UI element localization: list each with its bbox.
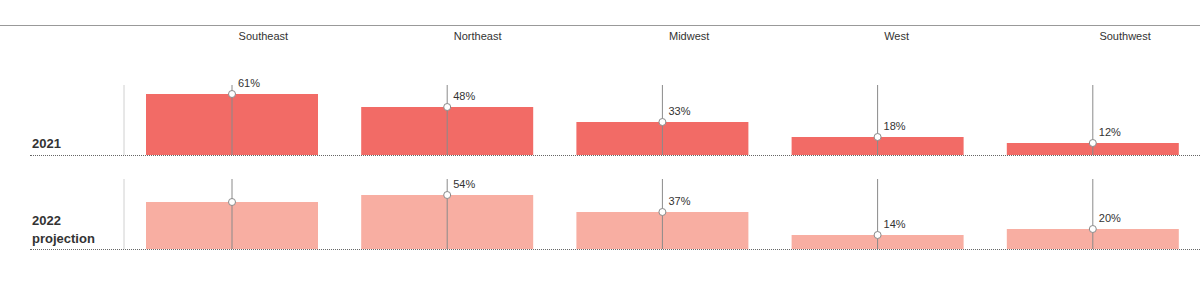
svg-text:37%: 37% [668, 195, 690, 207]
svg-text:20%: 20% [1099, 212, 1121, 224]
svg-text:14%: 14% [884, 218, 906, 230]
html-text:2021: 2021 [32, 136, 61, 151]
svg-text:48%: 48% [453, 90, 475, 102]
svg-text:18%: 18% [884, 120, 906, 132]
svg-text:Southeast: Southeast [239, 30, 289, 42]
svg-text:West: West [884, 30, 909, 42]
svg-text:Northeast: Northeast [454, 30, 502, 42]
svg-text:Southwest: Southwest [1099, 30, 1150, 42]
svg-text:54%: 54% [453, 178, 475, 190]
svg-text:12%: 12% [1099, 126, 1121, 138]
html-text:2022 projection: 2022 projection [32, 213, 95, 246]
svg-text:61%: 61% [238, 77, 260, 89]
svg-text:33%: 33% [668, 105, 690, 117]
svg-text:Midwest: Midwest [669, 30, 709, 42]
